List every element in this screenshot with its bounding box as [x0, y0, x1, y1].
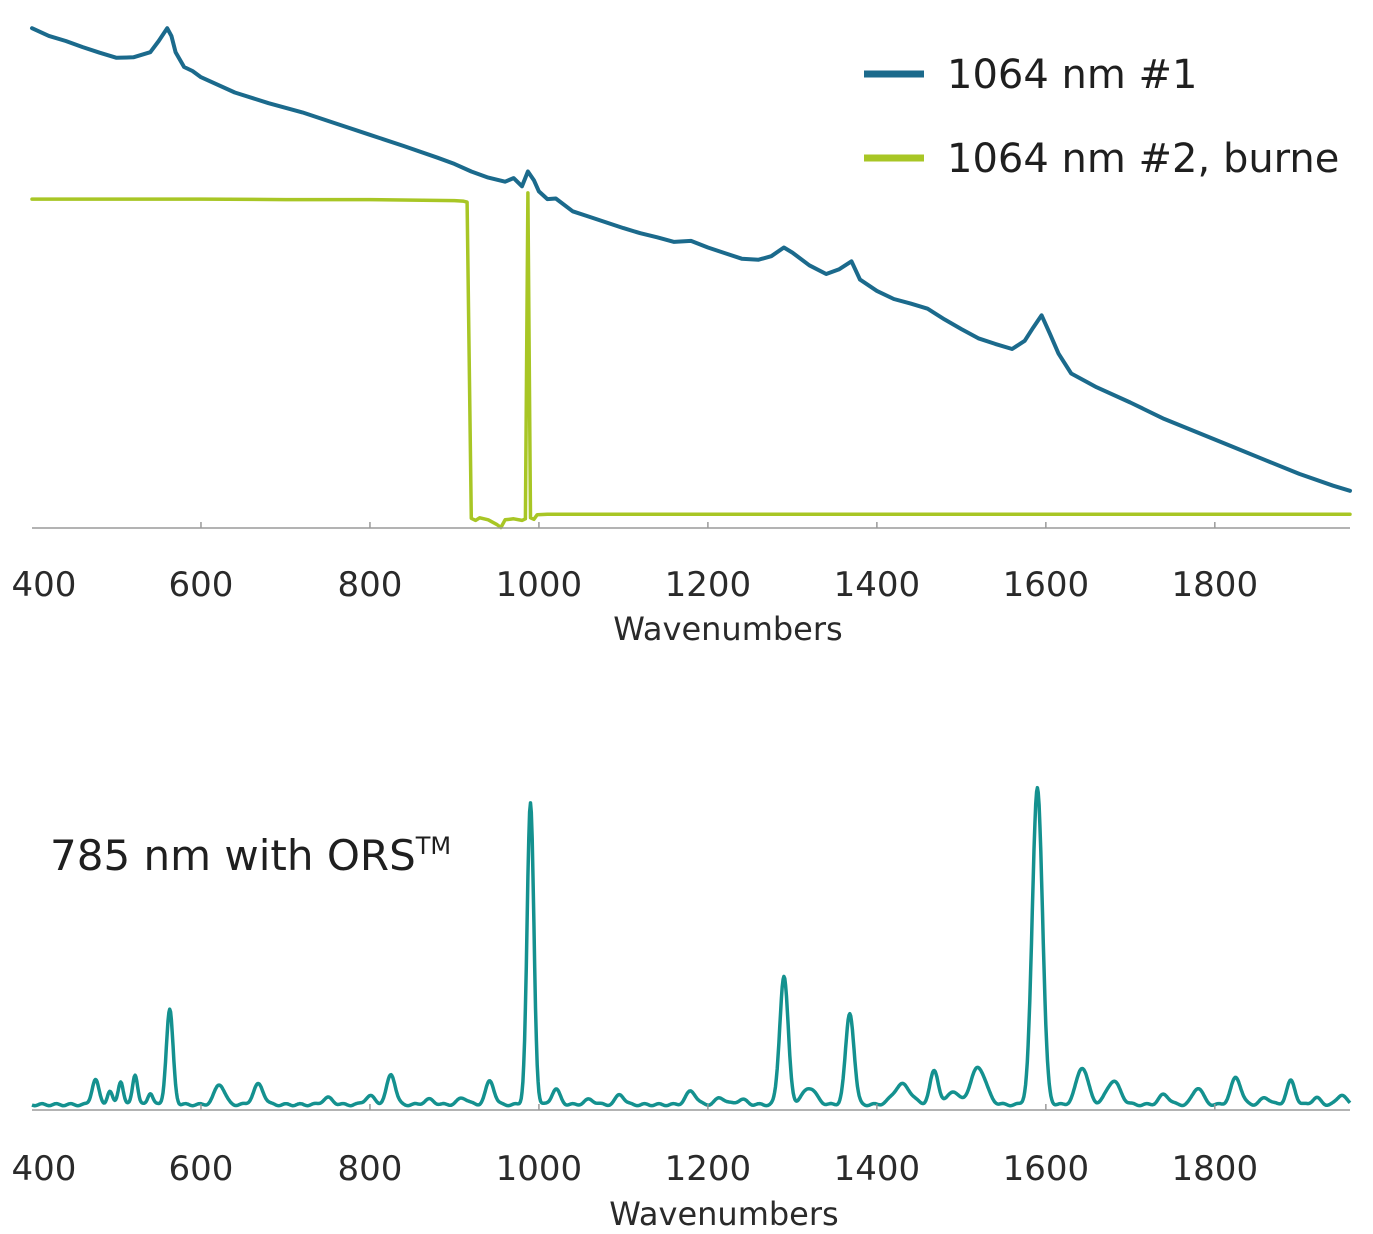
- series-line-2: [30, 191, 1352, 530]
- top-chart-legend: 1064 nm #1 1064 nm #2, burne: [864, 52, 1339, 182]
- x-tick-label: 1200: [665, 565, 752, 605]
- bottom-spectrum-chart: 400 600 800 1000 1200 1400 1600 1800 Wavenumber…: [12, 785, 1352, 1233]
- x-tick-label: 400: [12, 1149, 77, 1189]
- x-tick-label: 1400: [834, 565, 921, 605]
- top-chart-x-axis-label: Wavenumbers: [613, 610, 842, 648]
- top-spectrum-chart: 400 600 800 1000 1200 1400 1600 1800 Wavenumber…: [12, 26, 1352, 648]
- x-tick-label: 1600: [1003, 1149, 1090, 1189]
- series-line-1: [30, 26, 1352, 493]
- chart-annotation: 785 nm with ORSTM: [50, 831, 451, 880]
- top-chart-series: [30, 26, 1352, 530]
- x-tick-label: 600: [169, 1149, 234, 1189]
- top-chart-ticks: 400 600 800 1000 1200 1400 1600 1800: [12, 522, 1259, 605]
- x-tick-label: 600: [169, 565, 234, 605]
- annotation-text: 785 nm with ORS: [50, 831, 416, 880]
- annotation-superscript: TM: [415, 832, 451, 860]
- bottom-chart-series: [31, 785, 1352, 1108]
- legend-label-1064-nm-1: 1064 nm #1: [947, 52, 1198, 98]
- legend-label-1064-nm-2: 1064 nm #2, burne: [947, 136, 1339, 182]
- x-tick-label: 1000: [496, 1149, 583, 1189]
- x-tick-label: 800: [337, 565, 402, 605]
- x-tick-label: 1800: [1172, 565, 1259, 605]
- x-tick-label: 1800: [1172, 1149, 1259, 1189]
- x-tick-label: 1600: [1003, 565, 1090, 605]
- x-tick-label: 400: [12, 565, 77, 605]
- x-tick-label: 1200: [665, 1149, 752, 1189]
- series-line-785-nm: [31, 785, 1352, 1108]
- x-tick-label: 1000: [496, 565, 583, 605]
- bottom-chart-ticks: 400 600 800 1000 1200 1400 1600 1800: [12, 1104, 1259, 1189]
- bottom-chart-x-axis-label: Wavenumbers: [609, 1195, 838, 1233]
- x-tick-label: 800: [337, 1149, 402, 1189]
- x-tick-label: 1400: [834, 1149, 921, 1189]
